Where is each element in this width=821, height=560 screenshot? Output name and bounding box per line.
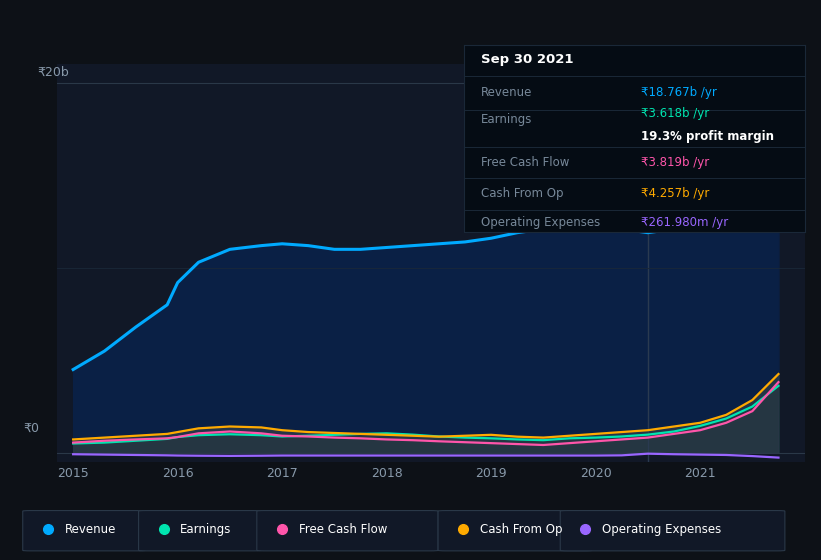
Text: Sep 30 2021: Sep 30 2021	[481, 53, 573, 66]
FancyBboxPatch shape	[23, 511, 144, 551]
Text: ₹3.819b /yr: ₹3.819b /yr	[641, 156, 709, 170]
Text: ₹3.618b /yr: ₹3.618b /yr	[641, 107, 709, 120]
FancyBboxPatch shape	[257, 511, 438, 551]
Text: 19.3% profit margin: 19.3% profit margin	[641, 130, 774, 143]
Text: Revenue: Revenue	[481, 86, 532, 99]
Text: ₹18.767b /yr: ₹18.767b /yr	[641, 86, 717, 99]
FancyBboxPatch shape	[139, 511, 261, 551]
Text: Operating Expenses: Operating Expenses	[602, 522, 722, 536]
Text: ₹0: ₹0	[23, 422, 39, 435]
Text: ₹261.980m /yr: ₹261.980m /yr	[641, 216, 728, 228]
Text: Operating Expenses: Operating Expenses	[481, 216, 600, 228]
FancyBboxPatch shape	[560, 511, 785, 551]
Text: Cash From Op: Cash From Op	[479, 522, 562, 536]
Text: ₹4.257b /yr: ₹4.257b /yr	[641, 188, 709, 200]
Text: Earnings: Earnings	[481, 113, 532, 127]
FancyBboxPatch shape	[438, 511, 592, 551]
Text: Free Cash Flow: Free Cash Flow	[481, 156, 569, 170]
Text: Free Cash Flow: Free Cash Flow	[299, 522, 387, 536]
Text: Revenue: Revenue	[65, 522, 116, 536]
Text: ₹20b: ₹20b	[37, 66, 69, 80]
Text: Earnings: Earnings	[181, 522, 232, 536]
Text: Cash From Op: Cash From Op	[481, 188, 563, 200]
